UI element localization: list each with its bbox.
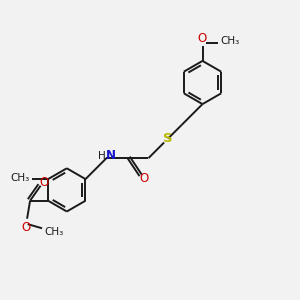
Text: O: O <box>21 221 31 234</box>
Text: CH₃: CH₃ <box>44 227 63 237</box>
Text: S: S <box>163 132 173 145</box>
Text: CH₃: CH₃ <box>11 173 30 183</box>
Text: O: O <box>139 172 148 185</box>
Text: H: H <box>98 151 106 161</box>
Text: N: N <box>106 149 116 162</box>
Text: CH₃: CH₃ <box>220 35 240 46</box>
Text: O: O <box>39 176 48 189</box>
Text: O: O <box>198 32 207 45</box>
